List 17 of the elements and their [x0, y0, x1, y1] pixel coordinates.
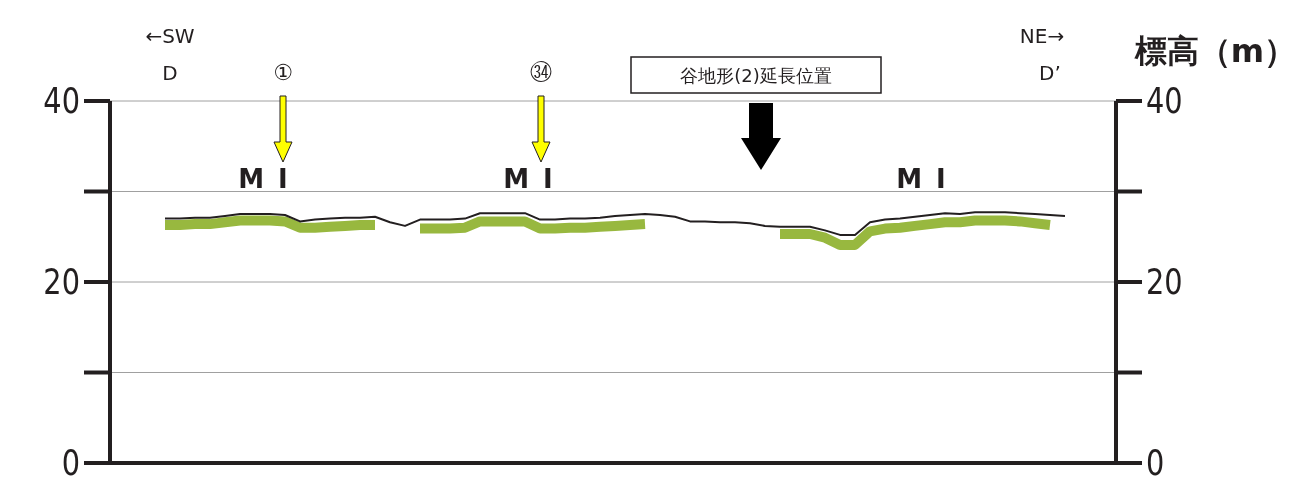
text: ←SW [145, 24, 195, 48]
y-tick-label: 40 [43, 80, 80, 122]
text: D’ [1039, 61, 1061, 85]
text: ㉞ [530, 60, 552, 85]
annotation: MⅠ [238, 164, 302, 194]
text: NE→ [1019, 24, 1065, 48]
y2-tick-label: 40 [1146, 80, 1183, 122]
text: D [162, 61, 178, 85]
y-tick-label: 20 [43, 261, 80, 303]
y2-axis-title: 標高（m） [1133, 32, 1296, 70]
text: 谷地形(2)延長位置 [680, 65, 832, 86]
annotation: MⅠ [896, 164, 960, 194]
y2-tick-label: 0 [1146, 442, 1165, 484]
y2-tick-label: 20 [1146, 261, 1183, 303]
y-tick-label: 0 [61, 442, 80, 484]
text: ① [273, 60, 293, 85]
annotation: MⅠ [503, 164, 567, 194]
